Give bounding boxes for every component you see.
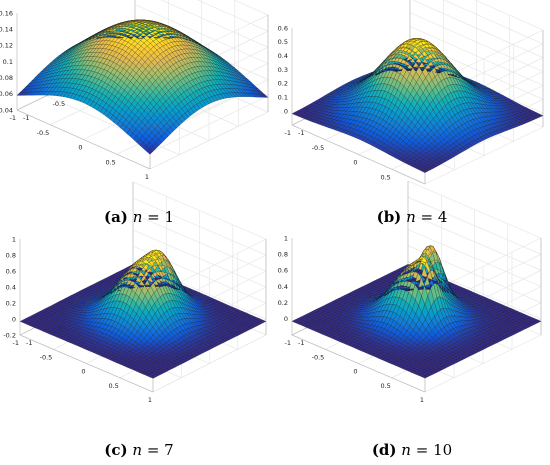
y-tick-label: -1 (285, 339, 291, 347)
z-tick-label: 0.06 (0, 90, 13, 98)
y-tick-label: -0.5 (37, 129, 50, 137)
z-tick-label: 0 (12, 315, 16, 323)
z-tick-label: 0.6 (278, 267, 288, 275)
y-tick-label: -0.5 (312, 144, 325, 152)
y-tick-label: 1 (148, 396, 152, 404)
y-tick-label: 1 (420, 396, 424, 404)
z-tick-label: 0.2 (6, 299, 16, 307)
y-tick-label: 0.5 (380, 173, 390, 181)
y-tick-label: 0.5 (108, 382, 118, 390)
z-tick-label: 0.1 (3, 58, 13, 66)
x-tick-label: -1 (26, 339, 32, 347)
z-tick-label: 0.12 (0, 42, 13, 50)
z-tick-label: 0.4 (6, 283, 16, 291)
y-tick-label: 0.5 (380, 382, 390, 390)
y-tick-label: -0.5 (312, 353, 325, 361)
y-tick-label: 0 (81, 368, 85, 376)
x-tick-label: -0.5 (53, 100, 66, 108)
y-tick-label: -1 (13, 339, 19, 347)
z-tick-label: 0.2 (278, 299, 288, 307)
z-tick-label: 0.4 (278, 52, 288, 60)
z-tick-label: 0.16 (0, 9, 13, 17)
z-tick-label: 0.2 (278, 80, 288, 88)
surface-mesh (16, 19, 269, 155)
z-tick-label: 0.04 (0, 106, 13, 114)
z-tick-label: 0 (284, 315, 288, 323)
y-tick-label: 0 (353, 368, 357, 376)
z-tick-label: 0.8 (6, 251, 16, 259)
z-tick-label: 0.3 (278, 66, 288, 74)
z-tick-label: 0.4 (278, 283, 288, 291)
z-tick-label: 0.6 (6, 267, 16, 275)
y-tick-label: 1 (145, 173, 149, 181)
z-tick-label: 0.6 (278, 24, 288, 32)
y-tick-label: 0 (78, 144, 82, 152)
z-tick-label: 0.5 (278, 38, 288, 46)
surface-plot-a: 0.04 0.06 0.08 0.1 0.12 0.14 0.16 -1 -0.5 0 0.5 1 -1… (0, 0, 269, 181)
y-tick-label: -1 (285, 129, 291, 137)
z-tick-label: 0.1 (278, 94, 288, 102)
y-tick-label: 0 (353, 159, 357, 167)
z-tick-label: 1 (12, 235, 16, 243)
x-tick-label: -1 (23, 114, 29, 122)
z-tick-label: 0.08 (0, 74, 13, 82)
x-tick-label: -1 (298, 129, 304, 137)
z-tick-label: 0.8 (278, 251, 288, 259)
z-tick-label: 1 (284, 234, 288, 242)
surface-plot-b: 00.10.20.30.40.50.6-1-0.500.51-1-0.500.5… (278, 0, 544, 196)
y-tick-label: -0.5 (40, 353, 53, 361)
y-tick-label: -1 (10, 114, 16, 122)
z-tick-label: 0.14 (0, 26, 13, 34)
z-tick-label: 0 (284, 107, 288, 115)
x-tick-label: -1 (298, 339, 304, 347)
y-tick-label: 0.5 (105, 158, 115, 166)
